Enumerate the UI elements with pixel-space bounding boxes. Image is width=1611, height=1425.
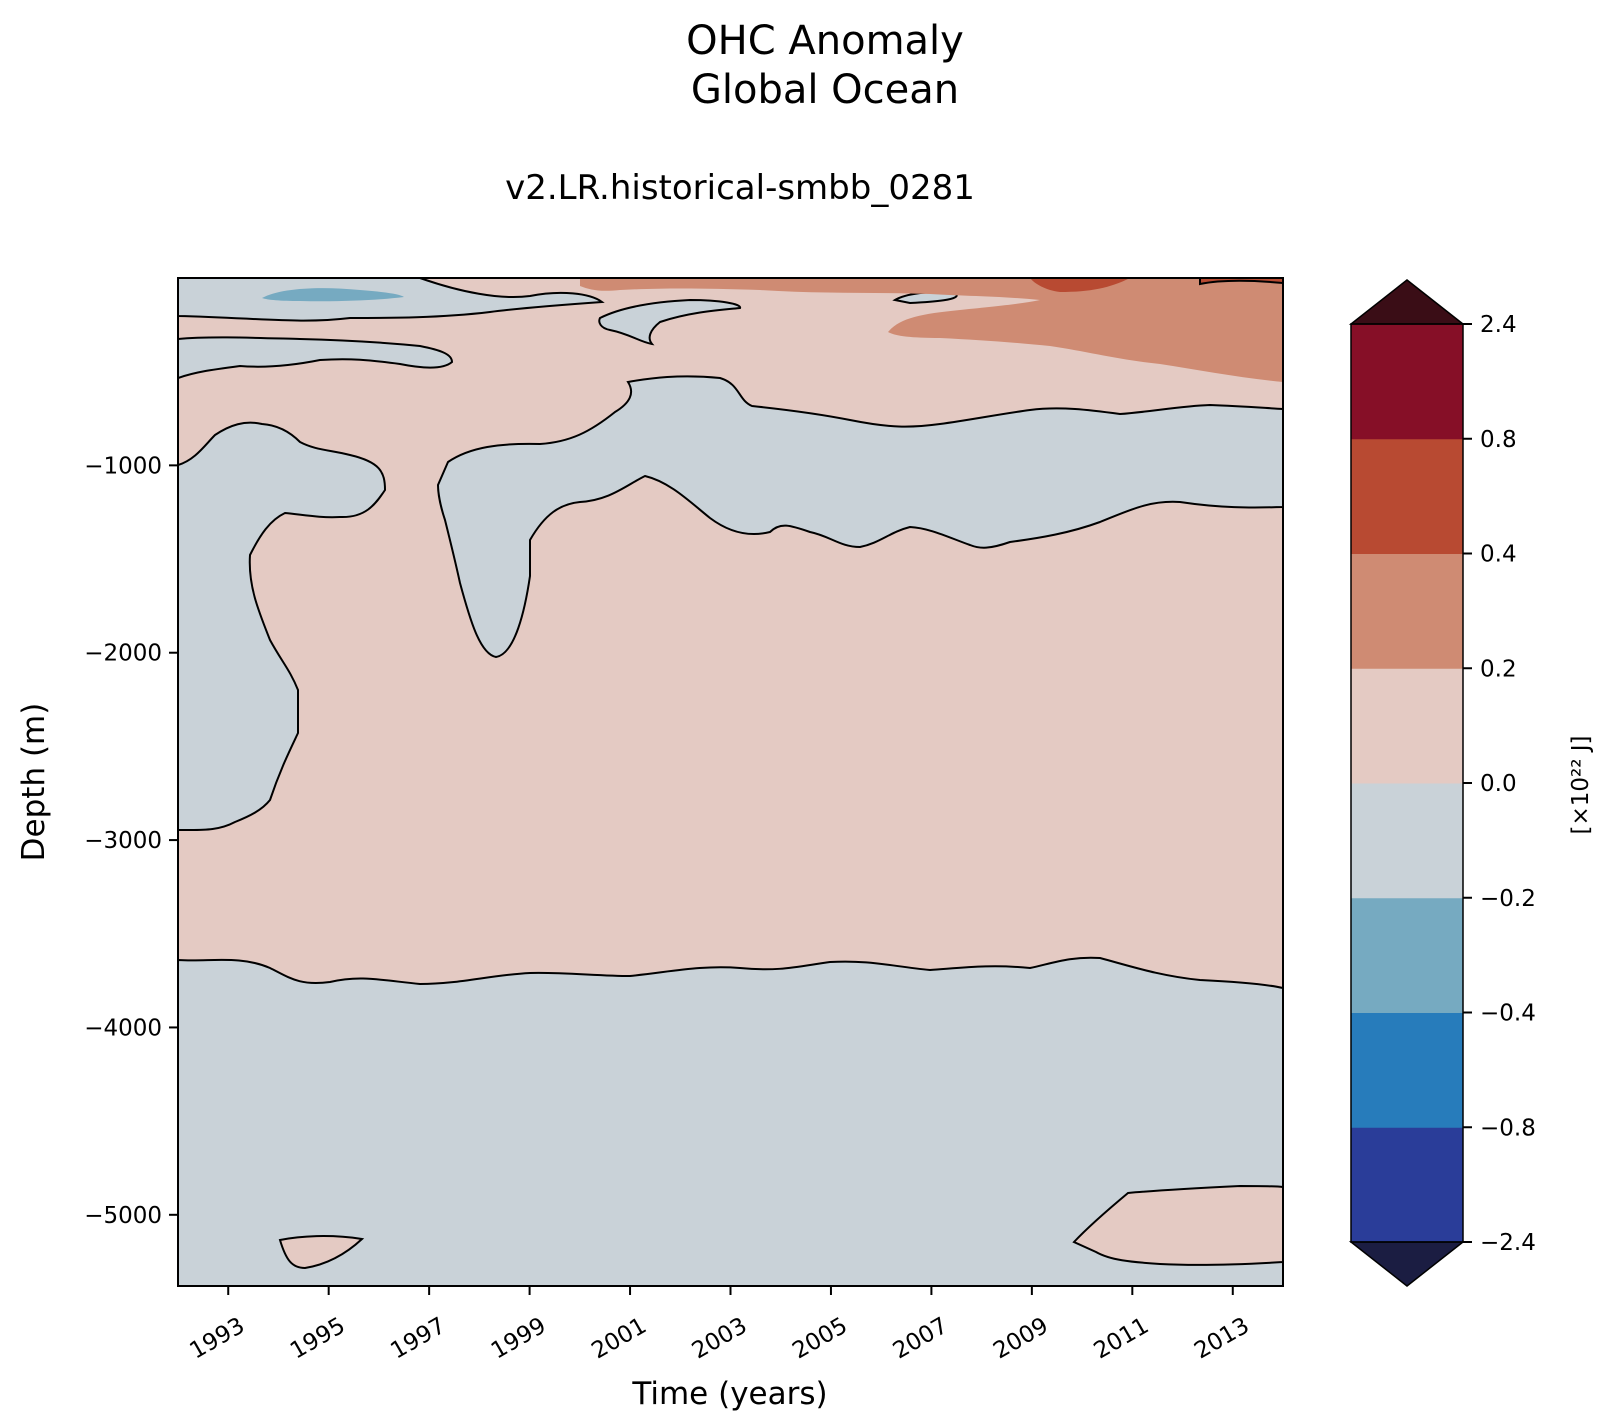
y-tick-label: −5000	[84, 1203, 162, 1229]
colorbar-tick-label: 0.8	[1480, 427, 1517, 453]
region-warm-upper	[580, 278, 1283, 382]
colorbar-swatch	[1351, 553, 1463, 669]
region-shallow-negative-early-2	[178, 336, 454, 380]
x-tick-label: 2011	[1090, 1313, 1154, 1365]
x-tick-label: 1997	[386, 1313, 450, 1365]
colorbar-tick-label: 2.4	[1480, 312, 1517, 338]
x-tick-label: 1999	[487, 1313, 551, 1365]
x-tick-label: 2003	[688, 1313, 752, 1365]
colorbar-tick-label: 0.2	[1480, 656, 1517, 682]
colorbar-tick-label: −2.4	[1480, 1230, 1536, 1256]
colorbar-swatch	[1351, 783, 1463, 899]
region-hot-surface-2013	[1199, 278, 1283, 286]
x-tick-label: 2009	[989, 1313, 1053, 1365]
colorbar-label: [×10²² J]	[1568, 735, 1594, 834]
region-early-negative-lobe	[178, 421, 387, 831]
x-axis: 1993 1995 1997 1999 2001 2003 2005 2007 2009 2011…	[186, 1286, 1254, 1364]
x-tick-label: 1995	[286, 1313, 350, 1365]
colorbar-tick-label: 0.0	[1480, 771, 1517, 797]
y-tick-label: −1000	[84, 453, 162, 479]
x-tick-label: 1993	[186, 1313, 250, 1365]
x-axis-label: Time (years)	[631, 1376, 827, 1412]
x-tick-label: 2001	[587, 1313, 651, 1365]
y-tick-label: −3000	[84, 828, 162, 854]
colorbar-swatch	[1351, 668, 1463, 784]
chart-title-line-1: OHC Anomaly	[686, 18, 964, 64]
region-mid-negative-band	[436, 375, 1283, 659]
colorbar-swatch	[1351, 324, 1463, 440]
colorbar-swatch	[1351, 438, 1463, 554]
colorbar-over-extension	[1348, 279, 1466, 325]
y-axis-label: Depth (m)	[16, 703, 52, 862]
x-tick-label: 2005	[788, 1313, 852, 1365]
region-deep-positive-late	[1072, 1184, 1283, 1266]
region-surface-cold-patch	[262, 288, 404, 302]
x-tick-label: 2007	[889, 1313, 953, 1365]
region-deep-positive-early	[278, 1235, 365, 1270]
colorbar-swatch	[1351, 897, 1463, 1013]
x-tick-label: 2013	[1190, 1313, 1254, 1365]
colorbar-under-extension	[1348, 1241, 1466, 1287]
plot-area	[178, 278, 1283, 1286]
region-hot-surface-2010	[1030, 278, 1130, 292]
colorbar: −2.4 −0.8 −0.4 −0.2 0.0 0.2 0.4 0.8 2.4	[1348, 279, 1536, 1287]
colorbar-tick-label: −0.4	[1480, 1001, 1536, 1027]
colorbar-tick-label: −0.8	[1480, 1115, 1536, 1141]
chart-title-line-2: Global Ocean	[690, 67, 960, 113]
chart-subtitle: v2.LR.historical-smbb_0281	[505, 168, 975, 208]
y-axis: −1000 −2000 −3000 −4000 −5000	[84, 453, 178, 1229]
colorbar-swatch	[1351, 1012, 1463, 1128]
y-tick-label: −2000	[84, 641, 162, 667]
region-shallow-negative-early	[178, 278, 605, 322]
y-tick-label: −4000	[84, 1015, 162, 1041]
colorbar-tick-label: −0.2	[1480, 886, 1536, 912]
region-surface-negative-mid	[598, 298, 742, 346]
region-deep-negative	[178, 956, 1283, 1286]
colorbar-tick-label: 0.4	[1480, 542, 1517, 568]
colorbar-swatch	[1351, 1127, 1463, 1243]
